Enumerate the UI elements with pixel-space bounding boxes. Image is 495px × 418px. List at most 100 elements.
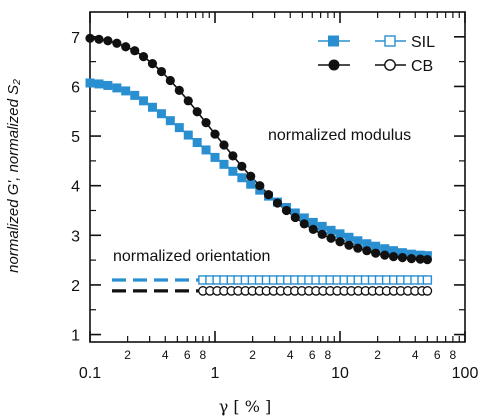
x-minor-tick-label: 4: [162, 348, 169, 362]
data-point-sil-modulus: [389, 246, 399, 256]
legend-label-cb: CB: [411, 58, 433, 75]
data-point-cb-modulus: [299, 219, 309, 229]
data-point-sil-modulus: [94, 79, 104, 89]
x-major-ticks: 0.1 1 10 100: [79, 12, 479, 382]
x-minor-tick-label: 8: [200, 348, 207, 362]
data-point-sil-modulus: [112, 83, 122, 93]
data-point-cb-modulus: [308, 224, 318, 234]
data-point-cb-modulus: [406, 254, 417, 264]
legend-marker-open-circle: [384, 59, 396, 71]
data-point-cb-modulus: [290, 212, 300, 223]
y-tick-label: 7: [71, 30, 80, 47]
data-point-cb-modulus: [94, 34, 104, 44]
data-point-cb-modulus: [147, 59, 158, 69]
x-minor-tick-label: 2: [249, 348, 256, 362]
data-point-sil-modulus: [130, 90, 140, 100]
data-point-sil-modulus: [201, 145, 211, 155]
data-point-sil-modulus: [228, 166, 238, 176]
data-point-sil-modulus: [317, 221, 327, 231]
data-point-cb-modulus: [201, 118, 211, 128]
data-point-sil-modulus: [371, 241, 381, 251]
data-point-sil-modulus: [380, 244, 390, 254]
x-major-tick-label: 1: [211, 365, 220, 382]
data-point-cb-modulus: [237, 161, 247, 171]
x-minor-tick-label: 8: [450, 348, 457, 362]
data-point-cb-modulus: [422, 255, 432, 265]
x-minor-tick-label: 4: [287, 348, 294, 362]
data-point-cb-modulus: [165, 75, 175, 86]
x-minor-tick-label: 8: [325, 348, 332, 362]
x-minor-tick-label: 4: [412, 348, 419, 362]
y-axis-label: normalized G', normalized S₂: [5, 79, 22, 273]
data-point-cb-modulus: [192, 107, 202, 117]
data-point-cb-modulus: [130, 46, 140, 56]
series-line-sil: [89, 82, 428, 257]
data-point-sil-modulus: [246, 179, 256, 189]
x-major-tick-label: 0.1: [79, 365, 101, 382]
data-point-cb-modulus: [388, 252, 399, 262]
annotation-normalized-orientation: normalized orientation: [113, 248, 270, 265]
data-point-cb-modulus: [326, 233, 336, 243]
data-point-sil-modulus: [237, 173, 247, 183]
data-point-cb-modulus: [380, 250, 390, 260]
data-point-sil-modulus: [362, 239, 372, 249]
data-point-sil-modulus: [183, 130, 193, 140]
data-point-sil-modulus: [335, 229, 345, 239]
data-point-sil-modulus: [85, 78, 95, 88]
data-point-cb-orientation: [422, 286, 433, 296]
data-point-cb-modulus: [228, 151, 238, 161]
data-point-cb-modulus: [138, 52, 149, 62]
x-major-tick-label: 10: [331, 365, 349, 382]
x-minor-tick-label: 2: [124, 348, 131, 362]
data-point-cb-modulus: [281, 205, 292, 216]
data-point-sil-orientation: [422, 275, 433, 285]
x-minor-tick-label: 6: [434, 348, 441, 362]
data-point-cb-modulus: [317, 229, 327, 239]
data-point-cb-modulus: [85, 33, 95, 43]
data-point-sil-modulus: [219, 159, 229, 169]
data-point-sil-modulus: [299, 213, 309, 223]
data-point-cb-modulus: [103, 36, 113, 46]
data-point-sil-modulus: [103, 80, 113, 90]
data-point-cb-modulus: [397, 253, 408, 263]
data-point-sil-modulus: [353, 236, 363, 246]
y-tick-label: 2: [71, 278, 80, 295]
data-point-sil-modulus: [121, 86, 131, 96]
data-point-sil-modulus: [344, 232, 354, 242]
data-point-sil-modulus: [139, 96, 149, 106]
data-point-sil-modulus: [326, 225, 336, 235]
x-axis-label: γ [ % ]: [219, 397, 272, 416]
plot-frame: [89, 11, 466, 343]
legend-label-sil: SIL: [411, 34, 435, 51]
data-point-sil-modulus: [192, 138, 202, 148]
x-minor-tick-label: 6: [309, 348, 316, 362]
series-line-cb: [89, 37, 428, 261]
data-point-cb-modulus: [219, 140, 229, 150]
data-point-cb-modulus: [335, 237, 345, 247]
y-tick-label: 3: [71, 228, 80, 245]
legend-marker-open-square: [384, 35, 396, 47]
data-point-cb-modulus: [210, 129, 220, 139]
data-point-cb-modulus: [415, 254, 425, 264]
x-major-tick-label: 100: [452, 365, 479, 382]
data-point-cb-modulus: [371, 248, 381, 258]
y-tick-label: 1: [71, 328, 80, 345]
data-point-cb-modulus: [353, 243, 363, 253]
data-point-cb-modulus: [263, 190, 274, 200]
x-minor-tick-label: 2: [374, 348, 381, 362]
y-tick-label: 5: [71, 129, 80, 146]
data-point-cb-modulus: [174, 85, 184, 96]
series-points: [85, 33, 433, 296]
y-tick-label: 6: [71, 79, 80, 96]
data-point-cb-modulus: [121, 42, 131, 52]
annotation-normalized-modulus: normalized modulus: [268, 127, 411, 144]
data-point-sil-modulus: [165, 116, 175, 126]
data-point-cb-modulus: [112, 38, 122, 48]
data-point-cb-modulus: [272, 198, 283, 208]
data-point-cb-modulus: [255, 181, 265, 191]
data-point-sil-modulus: [156, 109, 166, 119]
data-point-sil-modulus: [397, 248, 407, 258]
